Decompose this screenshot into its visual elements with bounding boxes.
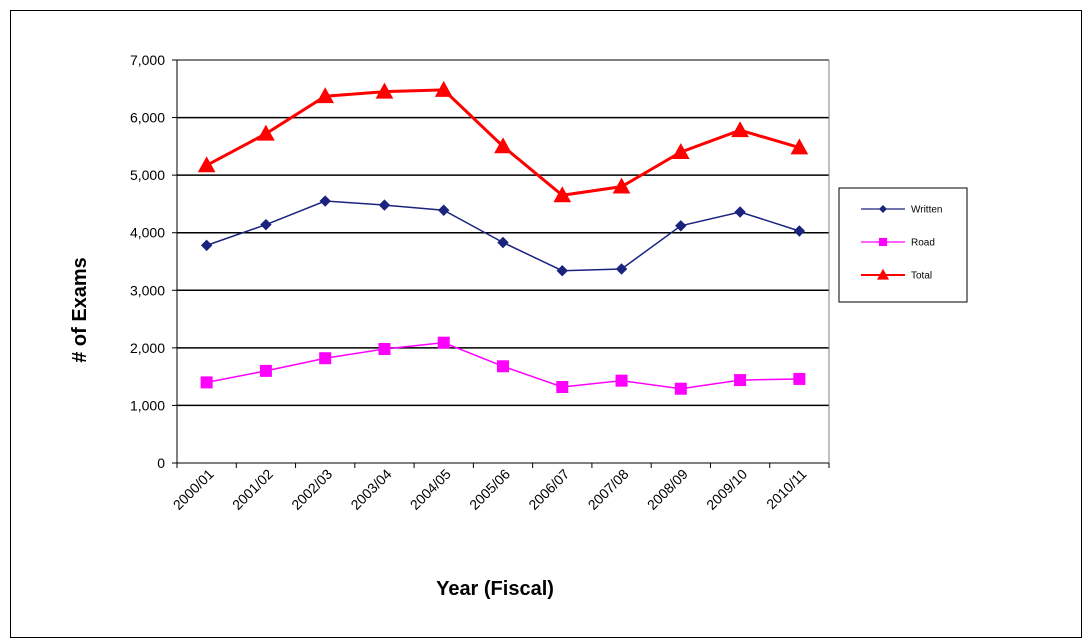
data-point-marker	[434, 80, 453, 97]
data-point-marker	[553, 186, 572, 203]
data-point-marker	[731, 121, 749, 138]
x-tick-label: 2007/08	[585, 466, 632, 513]
series	[197, 80, 809, 395]
data-point-marker	[319, 195, 331, 207]
legend: Written Road Total	[838, 187, 968, 303]
x-tick-label: 2006/07	[525, 466, 572, 513]
data-point-marker	[497, 236, 509, 249]
data-point-marker	[615, 374, 628, 387]
data-point-marker	[497, 360, 509, 373]
data-point-marker	[556, 265, 568, 277]
series-line	[206, 200, 800, 272]
y-tick-label: 3,000	[130, 282, 165, 298]
y-tick-label: 5,000	[130, 167, 165, 183]
data-point-marker	[260, 218, 272, 231]
x-tick-label: 2000/01	[170, 466, 217, 513]
y-axis-title: # of Exams	[69, 257, 91, 363]
legend-label: Road	[911, 238, 935, 249]
data-point-marker	[615, 263, 628, 275]
data-point-marker	[876, 268, 890, 280]
data-point-marker	[671, 143, 690, 160]
data-point-marker	[734, 374, 747, 387]
data-point-marker	[197, 156, 216, 173]
axes	[176, 59, 830, 464]
y-tick-label: 1,000	[130, 397, 165, 413]
legend-item-road: Road	[861, 238, 935, 249]
data-point-marker	[674, 382, 687, 395]
data-point-marker	[793, 372, 806, 385]
y-tick-label: 2,000	[130, 340, 165, 356]
data-point-marker	[200, 239, 213, 252]
data-point-marker	[378, 343, 391, 356]
data-point-marker	[438, 204, 450, 216]
legend-box	[838, 187, 968, 303]
data-point-marker	[200, 376, 213, 389]
series-road	[200, 336, 806, 395]
legend-item-total: Total	[861, 268, 932, 282]
data-point-marker	[793, 225, 806, 237]
x-tick-label: 2009/10	[703, 466, 750, 513]
x-tick-label: 2003/04	[347, 466, 394, 513]
data-point-marker	[612, 177, 631, 194]
legend-label: Written	[911, 205, 943, 216]
x-tick-label: 2001/02	[229, 466, 276, 513]
data-point-marker	[790, 138, 809, 155]
x-tick-label: 2008/09	[644, 466, 691, 513]
data-point-marker	[316, 87, 335, 104]
x-tick-label: 2004/05	[407, 466, 454, 513]
y-tick-label: 0	[157, 455, 165, 471]
x-tick-label: 2010/11	[763, 466, 810, 513]
data-point-marker	[259, 364, 272, 377]
data-point-marker	[878, 237, 888, 247]
chart-frame: 0 1,000 2,000 3,000 4,000 5,000 6,000 7,000 200…	[10, 10, 1082, 638]
line-chart: 0 1,000 2,000 3,000 4,000 5,000 6,000 7,000 200…	[69, 52, 968, 600]
series-total	[197, 80, 809, 203]
data-point-marker	[494, 137, 512, 154]
legend-item-written: Written	[861, 205, 943, 216]
gridlines	[177, 59, 829, 407]
data-point-marker	[257, 124, 275, 141]
y-tick-label: 4,000	[130, 225, 165, 241]
data-point-marker	[437, 336, 450, 349]
data-point-marker	[879, 205, 887, 213]
y-tick-label: 6,000	[130, 110, 165, 126]
y-tick-label: 7,000	[130, 52, 165, 68]
x-axis-title: Year (Fiscal)	[436, 578, 554, 600]
x-tick-label: 2005/06	[466, 466, 513, 513]
data-point-marker	[556, 381, 569, 394]
legend-label: Total	[911, 271, 932, 282]
y-axis-ticks: 0 1,000 2,000 3,000 4,000 5,000 6,000 7,000	[130, 52, 177, 471]
data-point-marker	[675, 220, 687, 232]
data-point-marker	[734, 206, 746, 218]
x-axis-ticks: 2000/01 2001/02 2002/03 2003/04 2004/05 2005/…	[170, 463, 830, 513]
x-tick-label: 2002/03	[288, 466, 335, 513]
data-point-marker	[378, 199, 391, 211]
series-written	[200, 195, 806, 277]
data-point-marker	[319, 352, 332, 365]
data-point-marker	[375, 82, 394, 99]
